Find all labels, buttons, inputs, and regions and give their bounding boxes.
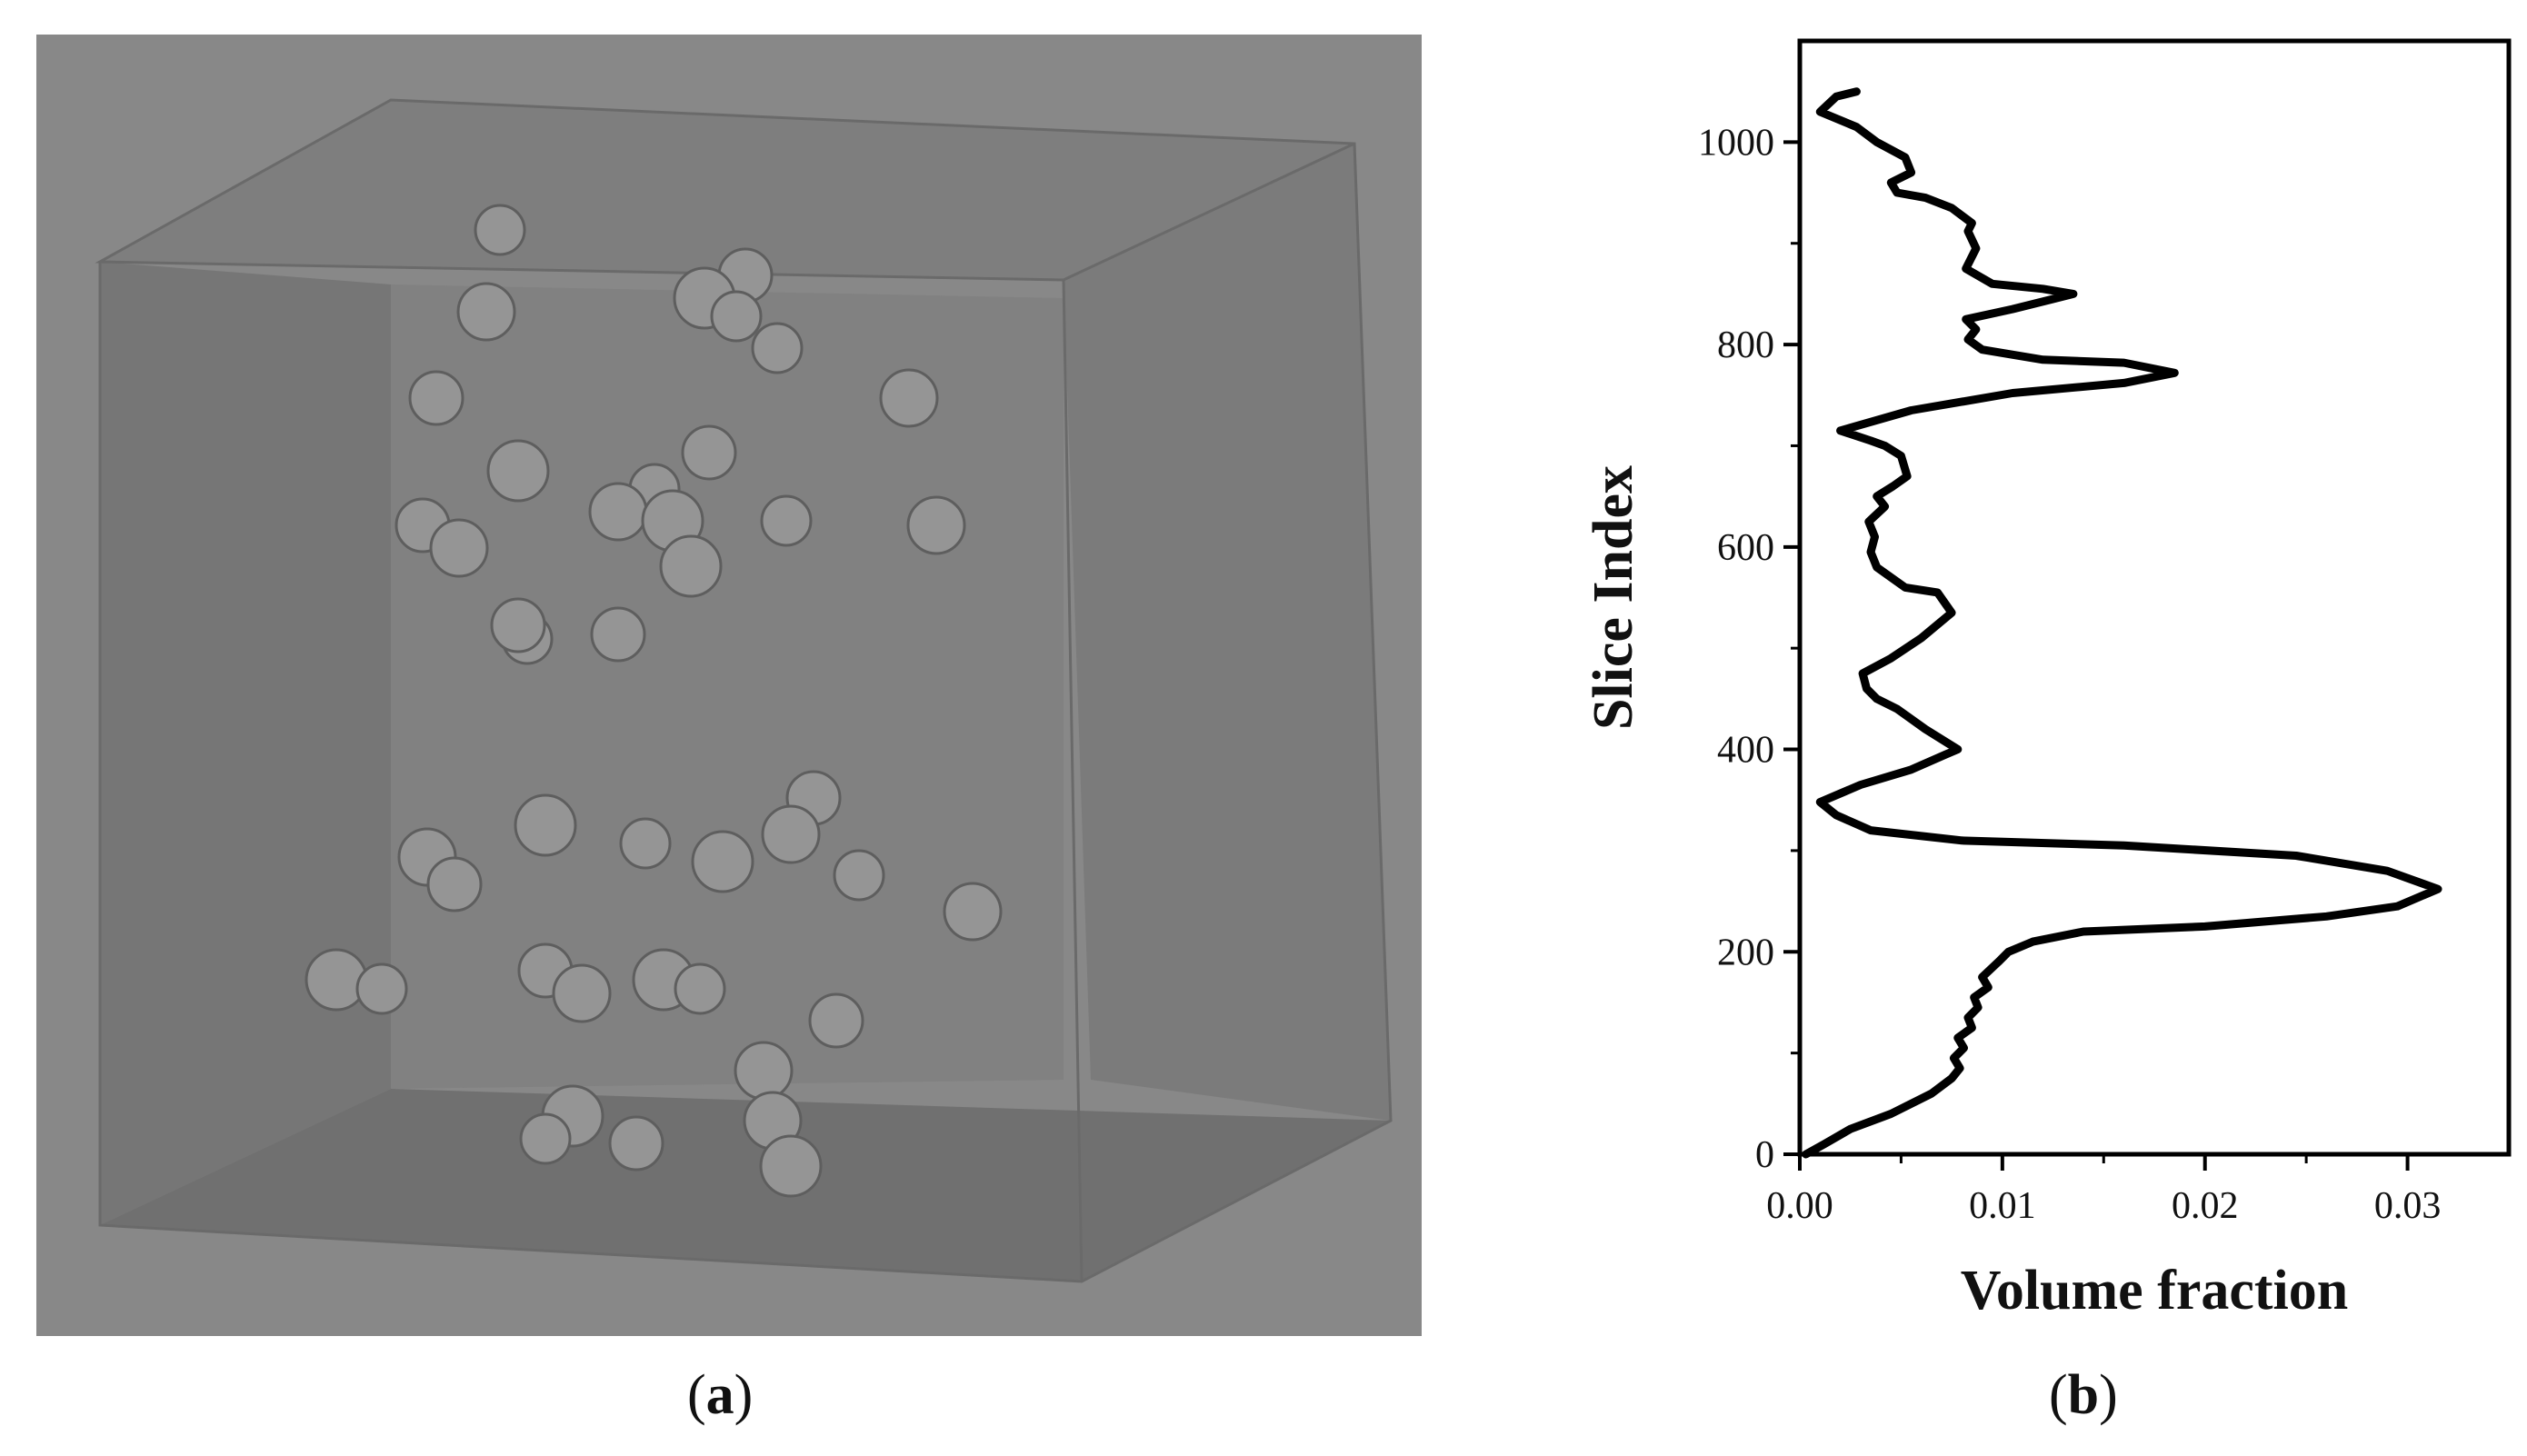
sphere-particle xyxy=(305,948,368,1012)
box-back-face xyxy=(391,284,1064,1089)
sphere-particle xyxy=(943,882,1003,942)
sphere-particle xyxy=(590,606,646,663)
y-tick-label: 0 xyxy=(1755,1134,1774,1176)
box-top-face xyxy=(100,100,1354,280)
sphere-particle xyxy=(808,992,864,1049)
box-left-face xyxy=(100,262,391,1225)
sphere-particle xyxy=(681,424,737,481)
y-tick-label: 1000 xyxy=(1698,122,1774,164)
series-line xyxy=(1802,87,2442,1159)
sphere-particle xyxy=(734,1041,794,1101)
sphere-particle xyxy=(355,962,408,1015)
panel-label-b: (b) xyxy=(2049,1364,2118,1426)
plot-frame xyxy=(1797,38,2512,1157)
box-bottom-face xyxy=(100,1089,1391,1281)
panel-label-a: (a) xyxy=(687,1364,754,1426)
sphere-particle xyxy=(759,1134,823,1198)
sphere-particle xyxy=(659,534,723,598)
y-axis-title: Slice Index xyxy=(1583,465,1644,730)
sphere-particle xyxy=(674,962,726,1015)
y-tick-label: 600 xyxy=(1717,527,1774,569)
sphere-particle xyxy=(619,817,672,870)
sphere-particle xyxy=(710,290,763,343)
x-tick-label: 0.01 xyxy=(1969,1185,2036,1227)
y-tick-label: 400 xyxy=(1717,730,1774,772)
sphere-particle xyxy=(408,370,464,426)
x-tick-label: 0.03 xyxy=(2374,1185,2442,1227)
sphere-particle xyxy=(761,804,821,864)
sphere-particle xyxy=(760,494,813,547)
volume-fraction-chart: 0.00 0.01 0.02 0.03 0 200 400 600 800 1000 Volume… xyxy=(1583,38,2512,1321)
sphere-particles xyxy=(305,204,1003,1198)
x-axis-title: Volume fraction xyxy=(1961,1260,2349,1321)
axis-ticks: 0.00 0.01 0.02 0.03 0 200 400 600 800 1000 xyxy=(1698,122,2441,1227)
sphere-particle xyxy=(588,482,648,542)
box-right-face xyxy=(1064,144,1391,1121)
sphere-particle xyxy=(426,856,483,912)
sphere-particle xyxy=(552,963,612,1023)
3d-volume-render-image xyxy=(36,35,1422,1336)
sphere-particle xyxy=(429,518,489,578)
sphere-particle xyxy=(490,597,546,653)
sphere-particle xyxy=(514,793,577,857)
sphere-particle xyxy=(833,849,885,902)
y-tick-label: 200 xyxy=(1717,932,1774,973)
y-tick-label: 800 xyxy=(1717,324,1774,366)
sphere-particle xyxy=(608,1115,664,1172)
sphere-particle xyxy=(906,495,966,555)
sphere-particle xyxy=(519,1112,572,1165)
x-tick-label: 0.02 xyxy=(2172,1185,2239,1227)
sphere-particle xyxy=(691,830,754,893)
sphere-particle xyxy=(456,282,516,342)
x-tick-label: 0.00 xyxy=(1766,1185,1833,1227)
sphere-particle xyxy=(474,204,526,256)
sphere-particle xyxy=(751,322,804,374)
box-edge-vertical xyxy=(1062,279,1084,1282)
sphere-particle xyxy=(486,439,550,503)
sphere-particle xyxy=(879,368,939,428)
